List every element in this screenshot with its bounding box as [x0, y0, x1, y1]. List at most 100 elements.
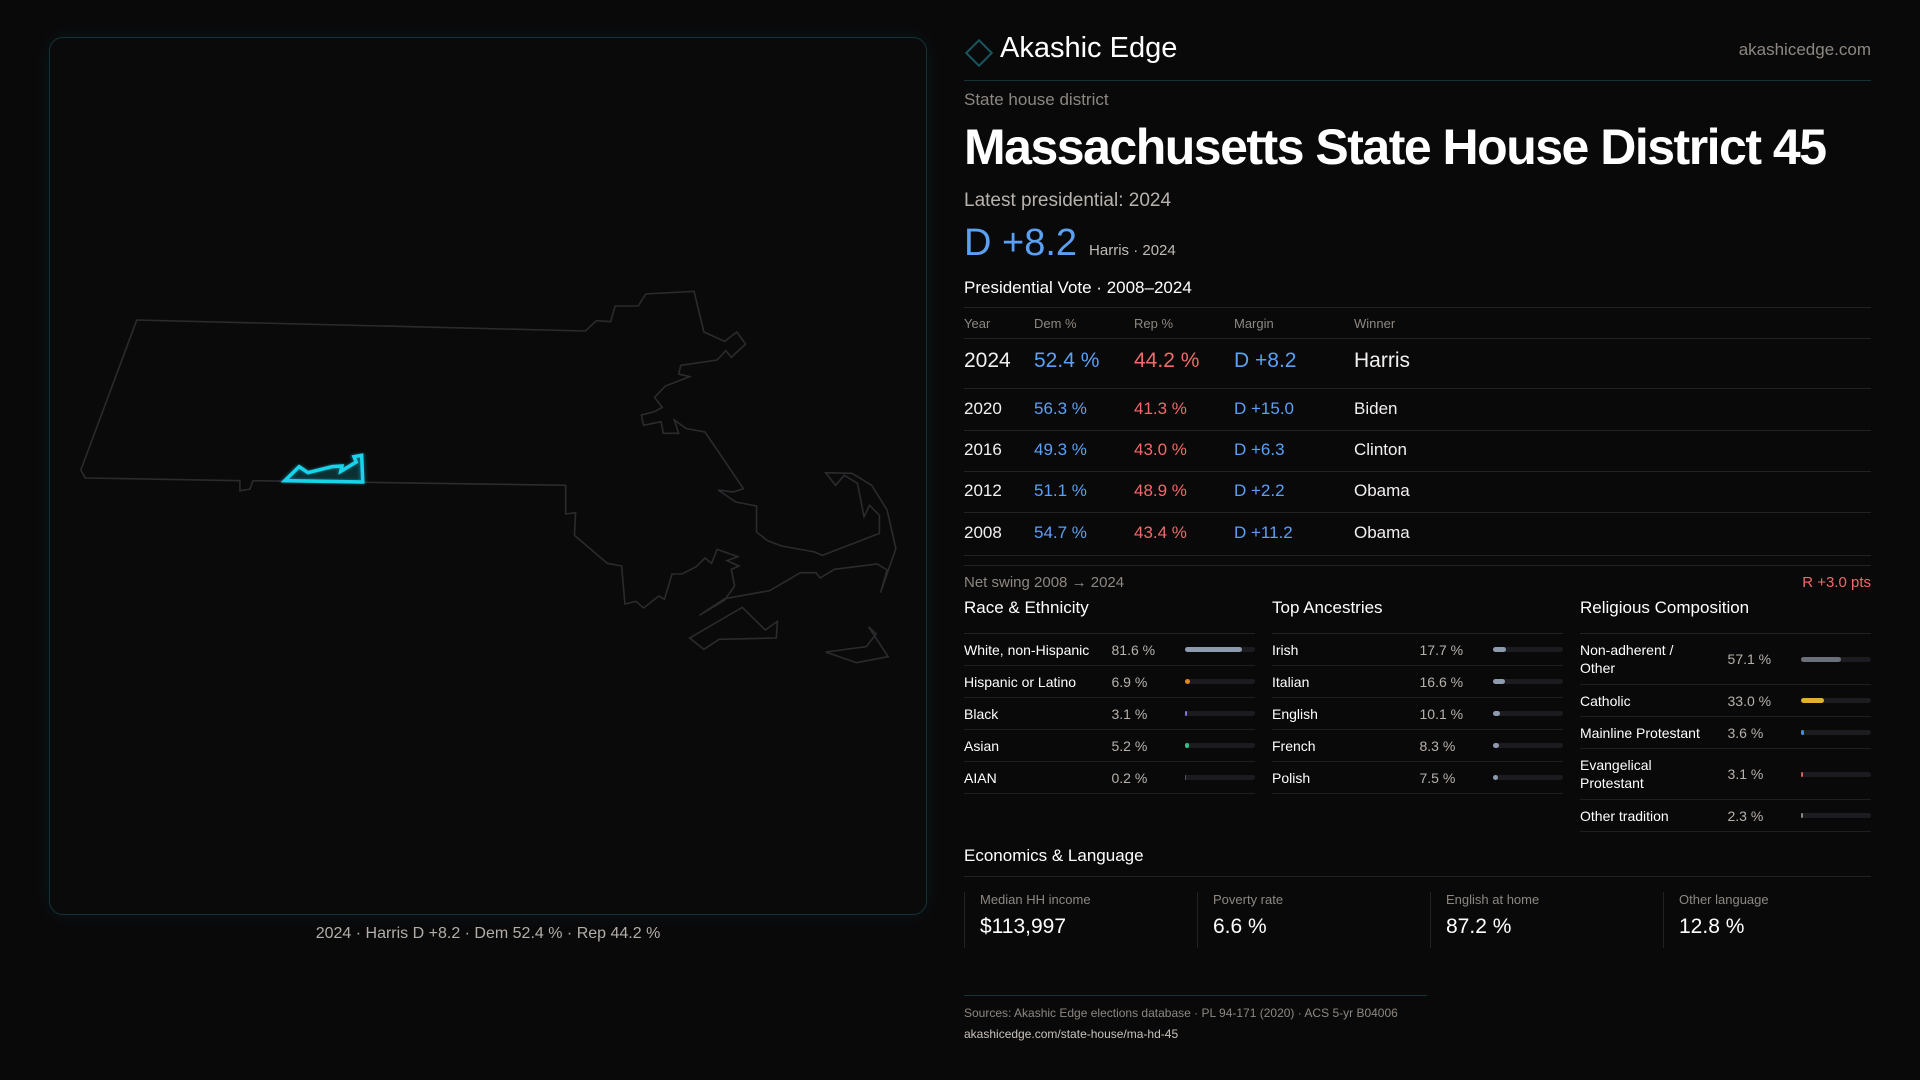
cell-rep: 43.0 %	[1134, 440, 1187, 459]
bar-track	[1493, 647, 1564, 652]
data-row: Irish 17.7 %	[1272, 634, 1564, 666]
section-title: Religious Composition	[1580, 596, 1871, 634]
cell-year: 2020	[964, 399, 1002, 418]
cell-margin: D +2.2	[1234, 481, 1285, 500]
table-divider	[964, 338, 1871, 339]
row-divider	[964, 512, 1871, 513]
table-row[interactable]: 2008 54.7 % 43.4 % D +11.2 Obama	[964, 521, 1871, 545]
economics-divider	[964, 876, 1871, 877]
cell-winner: Clinton	[1354, 440, 1407, 459]
row-value: 0.2 %	[1111, 769, 1148, 786]
row-value: 17.7 %	[1419, 641, 1464, 658]
bar-track	[1185, 743, 1256, 748]
latest-label: Latest presidential: 2024	[964, 190, 1172, 211]
cell-margin: D +8.2	[1234, 349, 1297, 372]
table-title: Presidential Vote · 2008–2024	[964, 278, 1192, 297]
stat-card: Poverty rate 6.6 %	[1197, 892, 1430, 948]
cell-margin: D +15.0	[1234, 399, 1295, 418]
swing-label: Net swing 2008 → 2024	[964, 574, 1125, 591]
table-row[interactable]: 2020 56.3 % 41.3 % D +15.0 Biden	[964, 397, 1871, 421]
row-value: 10.1 %	[1419, 705, 1464, 722]
stat-value: $113,997	[980, 915, 1067, 938]
bar-track	[1493, 679, 1564, 684]
bar-track	[1493, 775, 1564, 780]
stat-value: 6.6 %	[1213, 915, 1267, 938]
cell-dem: 51.1 %	[1034, 481, 1087, 500]
section-religious-composition: Religious Composition Non-adherent / Othe…	[1580, 596, 1872, 832]
row-value: 2.3 %	[1727, 807, 1764, 824]
page-title: Massachusetts State House District 45	[964, 119, 1827, 175]
table-header: Year Dem % Rep % Margin Winner	[964, 314, 1871, 332]
row-value: 33.0 %	[1727, 692, 1772, 709]
stat-value: 87.2 %	[1446, 915, 1512, 938]
stat-label: English at home	[1446, 892, 1540, 907]
data-row: Evangelical Protestant 3.1 %	[1580, 749, 1871, 800]
state-outline	[81, 291, 896, 615]
bar-track	[1185, 647, 1256, 652]
table-row[interactable]: 2016 49.3 % 43.0 % D +6.3 Clinton	[964, 438, 1871, 462]
table-divider	[964, 565, 1871, 566]
row-label: Evangelical Protestant	[1580, 757, 1652, 791]
data-row: Black 3.1 %	[964, 698, 1256, 730]
row-value: 3.1 %	[1727, 766, 1764, 782]
stat-value: 12.8 %	[1679, 915, 1745, 938]
row-label: Other tradition	[1580, 807, 1669, 824]
cell-rep: 44.2 %	[1134, 349, 1200, 372]
swing-value: R +3.0 pts	[1802, 574, 1871, 591]
brand-url-link[interactable]: akashicedge.com	[1738, 40, 1871, 59]
cell-rep: 43.4 %	[1134, 523, 1187, 542]
row-value: 6.9 %	[1111, 673, 1148, 690]
cell-year: 2016	[964, 440, 1002, 459]
row-label: Catholic	[1580, 692, 1631, 709]
bar-track	[1801, 656, 1871, 662]
headline-value: D +8.2	[964, 222, 1078, 264]
district-highlight[interactable]	[285, 455, 363, 482]
row-value: 57.1 %	[1727, 651, 1772, 667]
section-title: Race & Ethnicity	[964, 596, 1255, 634]
cell-winner: Obama	[1354, 523, 1410, 542]
section-top-ancestries: Top Ancestries Irish 17.7 % Italian 16.6 % En…	[1272, 596, 1564, 794]
row-label: AIAN	[964, 769, 997, 786]
bar-fill	[1493, 679, 1505, 684]
header-dem: Dem %	[1034, 315, 1077, 331]
bar-track	[1493, 743, 1564, 748]
bar-fill	[1801, 730, 1804, 735]
cell-year: 2024	[964, 349, 1011, 372]
row-label: White, non-Hispanic	[964, 641, 1090, 658]
district-map[interactable]	[60, 270, 920, 670]
data-row: French 8.3 %	[1272, 730, 1564, 762]
bar-track	[1801, 771, 1871, 777]
stat-label: Other language	[1679, 892, 1769, 907]
data-row: Italian 16.6 %	[1272, 666, 1564, 698]
row-label: Black	[964, 705, 999, 722]
bar-fill	[1493, 743, 1500, 748]
headline-sub: Harris · 2024	[1089, 242, 1176, 259]
data-row: Hispanic or Latino 6.9 %	[964, 666, 1256, 698]
diamond-logo-icon	[964, 38, 994, 68]
row-label: Hispanic or Latino	[964, 673, 1077, 690]
footer-url-link[interactable]: akashicedge.com/state-house/ma-hd-45	[964, 1027, 1179, 1041]
row-value: 8.3 %	[1419, 737, 1456, 754]
cell-rep: 48.9 %	[1134, 481, 1187, 500]
header-winner: Winner	[1354, 315, 1396, 331]
row-divider	[964, 388, 1871, 389]
kicker: State house district	[964, 90, 1109, 109]
marthas-vineyard-outline	[690, 607, 778, 649]
cell-year: 2012	[964, 481, 1002, 500]
row-label: English	[1272, 705, 1318, 722]
map-panel[interactable]	[49, 37, 927, 915]
table-row[interactable]: 2012 51.1 % 48.9 % D +2.2 Obama	[964, 479, 1871, 503]
data-row: AIAN 0.2 %	[964, 762, 1256, 794]
bar-fill	[1493, 711, 1501, 716]
bar-fill	[1185, 743, 1189, 748]
table-divider	[964, 307, 1871, 308]
cell-dem: 54.7 %	[1034, 523, 1087, 542]
bar-track	[1185, 711, 1256, 716]
row-value: 7.5 %	[1419, 769, 1456, 786]
stat-card: Other language 12.8 %	[1663, 892, 1896, 948]
bar-fill	[1185, 711, 1188, 716]
bar-fill	[1185, 679, 1191, 684]
header-year: Year	[964, 315, 991, 331]
table-row[interactable]: 2024 52.4 % 44.2 % D +8.2 Harris	[964, 349, 1871, 373]
row-divider	[964, 430, 1871, 431]
